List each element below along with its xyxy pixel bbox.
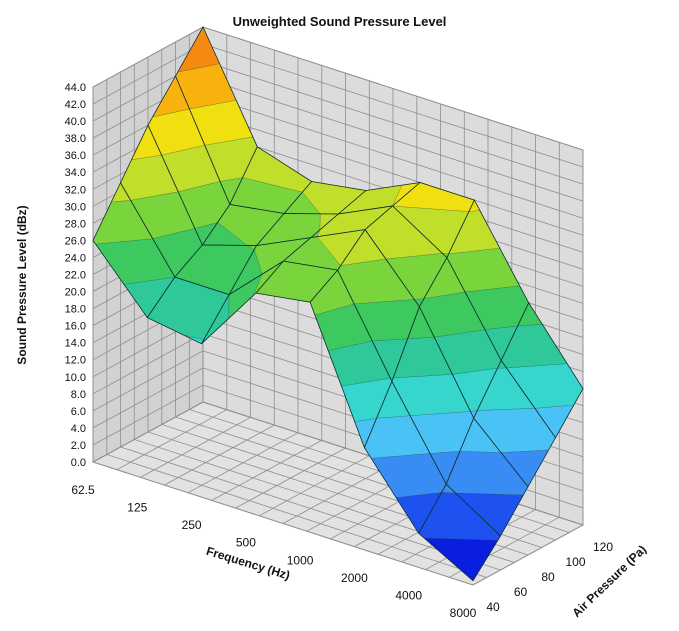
z-tick-label: 22.0 <box>65 270 86 282</box>
z-tick-label: 42.0 <box>65 99 86 111</box>
z-tick-label: 36.0 <box>65 150 86 162</box>
z-tick-label: 38.0 <box>65 133 86 145</box>
z-tick-label: 14.0 <box>65 338 86 350</box>
x-tick-label: 500 <box>236 536 256 550</box>
x-tick-label: 125 <box>127 501 147 515</box>
z-tick-label: 44.0 <box>65 82 86 94</box>
z-tick-label: 20.0 <box>65 287 86 299</box>
y-gridline <box>106 79 487 578</box>
z-tick-label: 40.0 <box>65 116 86 128</box>
z-tick-label: 12.0 <box>65 355 86 367</box>
z-tick-label: 18.0 <box>65 304 86 316</box>
z-tick-label: 24.0 <box>65 253 86 265</box>
z-tick-label: 16.0 <box>65 321 86 333</box>
y-tick-label: 80 <box>541 570 555 584</box>
z-tick-label: 26.0 <box>65 235 86 247</box>
x-tick-label: 1000 <box>287 553 314 567</box>
x-tick-label: 2000 <box>341 571 368 585</box>
z-tick-label: 10.0 <box>65 372 86 384</box>
z-tick-label: 0.0 <box>71 457 86 469</box>
y-tick-label: 100 <box>565 555 585 569</box>
z-tick-label: 2.0 <box>71 440 86 452</box>
z-tick-label: 30.0 <box>65 201 86 213</box>
x-tick-label: 62.5 <box>71 483 95 497</box>
z-tick-label: 8.0 <box>71 389 86 401</box>
z-tick-label: 32.0 <box>65 184 86 196</box>
surface-cell-outline <box>418 483 502 582</box>
chart-title: Unweighted Sound Pressure Level <box>232 14 447 29</box>
z-tick-label: 34.0 <box>65 167 86 179</box>
y-tick-label: 40 <box>486 600 500 614</box>
x-tick-label: 4000 <box>395 588 422 602</box>
z-axis-label: Sound Pressure Level (dBz) <box>15 205 29 364</box>
x-tick-label: 250 <box>182 518 202 532</box>
z-tick-label: 4.0 <box>71 423 86 435</box>
z-tick-label: 6.0 <box>71 406 86 418</box>
y-gridline <box>92 87 474 586</box>
z-tick-label: 28.0 <box>65 218 86 230</box>
y-tick-label: 120 <box>593 540 613 554</box>
surface-plot <box>92 26 584 582</box>
y-tick-label: 60 <box>514 585 528 599</box>
axis-ticks: 0.0 2.0 4.0 6.0 8.0 10.0 12.0 14.0 16.0 18.0 20.0 2… <box>65 82 614 620</box>
x-tick-label: 8000 <box>450 606 477 620</box>
